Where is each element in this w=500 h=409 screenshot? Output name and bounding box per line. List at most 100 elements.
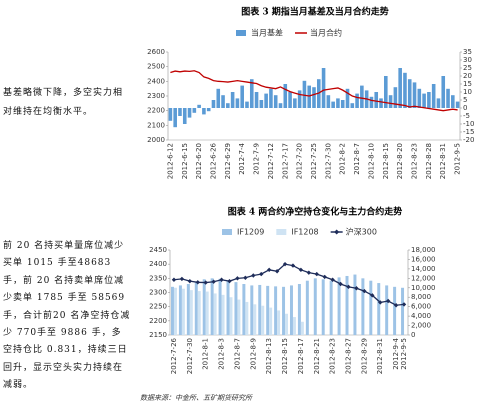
- bar: [278, 103, 283, 108]
- bar: [451, 95, 455, 108]
- marker: [338, 281, 343, 287]
- bar: [258, 284, 262, 335]
- bar: [182, 108, 187, 124]
- x-tick-label: 2012-9-5: [454, 143, 462, 175]
- y2-tick-label: 18,000: [411, 246, 436, 254]
- bar: [398, 68, 402, 108]
- bar: [422, 93, 426, 108]
- bar: [254, 92, 259, 108]
- source: 数据来源：中金所、五矿期货研究所: [140, 394, 253, 402]
- y2-tick-label: -5: [463, 112, 470, 120]
- x-tick-label: 2012-8-20: [396, 143, 404, 179]
- bar: [350, 103, 355, 108]
- y2-tick-label: 14,000: [411, 265, 436, 273]
- x-tick-label: 2012-6-15: [181, 143, 189, 179]
- y2-tick-label: 10,000: [411, 284, 436, 292]
- bar: [237, 299, 241, 335]
- bar: [313, 278, 317, 335]
- bar: [221, 95, 225, 108]
- marker: [385, 298, 391, 304]
- x-tick-label: 2012-7-17: [281, 143, 289, 179]
- marker: [251, 273, 256, 278]
- bar: [273, 95, 278, 108]
- marker: [282, 261, 288, 267]
- x-tick-label: 2012-6-26: [209, 142, 217, 179]
- bar: [360, 85, 364, 108]
- marker: [195, 280, 200, 285]
- x-tick-label: 2012-7-12: [267, 143, 275, 179]
- x-tick-label: 2012-7-20: [296, 143, 304, 179]
- y2-tick-label: -15: [463, 128, 474, 136]
- y2-tick-label: 5: [463, 96, 467, 104]
- x-tick-label: 2012-8-29: [360, 338, 368, 374]
- x-tick-label: 2012-8-23: [411, 143, 419, 179]
- y-tick-label: 2000: [147, 136, 165, 144]
- bar: [337, 277, 341, 335]
- bar: [285, 313, 289, 335]
- bar: [329, 280, 333, 335]
- bar: [282, 286, 286, 335]
- marker: [370, 293, 375, 298]
- y-tick-label: 2450: [149, 246, 167, 254]
- x-tick-label: 2012-8-27: [345, 338, 353, 374]
- y2-tick-label: 15: [463, 80, 472, 88]
- marker: [179, 276, 185, 282]
- bar: [213, 293, 217, 335]
- bar: [202, 108, 206, 115]
- marker: [203, 280, 208, 285]
- bar: [361, 278, 365, 335]
- bar: [269, 88, 273, 108]
- bar: [345, 88, 350, 108]
- y2-tick-label: 4,000: [411, 312, 431, 320]
- bar: [206, 108, 211, 112]
- bar: [181, 288, 185, 335]
- bar: [253, 304, 257, 335]
- y-tick-label: 2150: [149, 331, 167, 339]
- bar: [369, 280, 373, 335]
- bar: [388, 95, 393, 108]
- marker: [401, 302, 407, 307]
- bar: [336, 98, 340, 108]
- bar: [229, 297, 233, 335]
- bar: [230, 92, 235, 108]
- x-tick-label: 2012-6-20: [195, 143, 203, 179]
- x-tick-label: 2012-7-25: [310, 143, 318, 179]
- marker: [274, 269, 280, 274]
- marker: [298, 267, 304, 273]
- bar: [436, 98, 441, 108]
- bar: [173, 287, 177, 335]
- bar: [353, 274, 357, 335]
- legend-label: 沪深300: [346, 227, 377, 237]
- marker: [346, 284, 351, 290]
- x-tick-label: 2012-8-1: [202, 338, 210, 370]
- bar: [269, 307, 273, 335]
- marker: [187, 278, 193, 284]
- bar: [331, 101, 335, 108]
- y2-tick-label: 25: [463, 64, 472, 72]
- bar: [168, 108, 173, 121]
- y-tick-label: 2200: [147, 107, 165, 115]
- y2-tick-label: 16,000: [411, 255, 436, 263]
- y2-tick-label: 12,000: [411, 274, 436, 282]
- bar: [407, 79, 412, 108]
- bar: [173, 108, 177, 128]
- bar: [455, 101, 460, 108]
- bar: [261, 305, 265, 335]
- bar: [302, 80, 307, 108]
- bar: [305, 280, 309, 335]
- bar: [446, 88, 450, 108]
- y-tick-label: 2350: [149, 274, 167, 282]
- line: [170, 70, 458, 112]
- bar: [393, 87, 398, 108]
- bar: [289, 285, 293, 335]
- x-tick-label: 2012-6-29: [224, 143, 232, 179]
- y2-tick-label: 8,000: [411, 293, 431, 301]
- bar: [216, 88, 221, 108]
- x-tick-label: 2012-9-4: [392, 337, 400, 369]
- chart-title: 图表 4 两合约净空持仓变化与主力合约走势: [228, 206, 403, 218]
- bar: [283, 84, 288, 108]
- bar: [259, 100, 264, 108]
- bar: [210, 278, 214, 335]
- marker: [227, 278, 232, 284]
